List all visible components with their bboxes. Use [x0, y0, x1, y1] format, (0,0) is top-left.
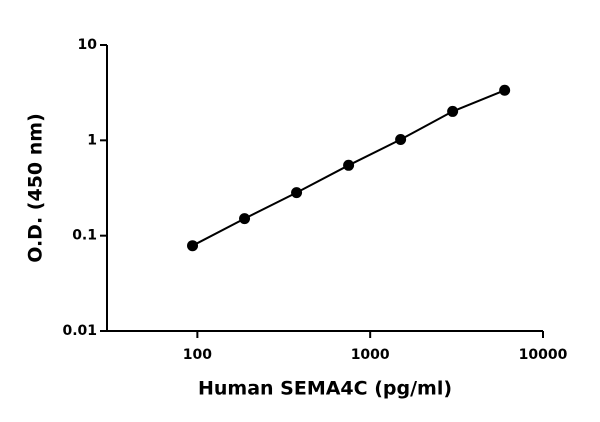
- y-tick-label: 0.1: [72, 228, 97, 244]
- y-tick-label: 1: [87, 132, 97, 148]
- y-axis-title: O.D. (450 nm): [25, 113, 47, 263]
- x-tick-label: 100: [183, 347, 212, 363]
- data-point: [395, 134, 407, 146]
- data-point: [499, 84, 511, 96]
- data-point: [343, 159, 355, 171]
- data-point: [291, 187, 303, 199]
- x-axis-title: Human SEMA4C (pg/ml): [198, 378, 452, 400]
- y-tick-label: 10: [78, 37, 98, 53]
- x-tick-label: 1000: [351, 347, 390, 363]
- data-point: [187, 240, 199, 252]
- data-point: [447, 105, 459, 117]
- x-tick-label: 10000: [519, 347, 568, 363]
- data-point: [239, 213, 251, 225]
- y-tick-label: 0.01: [62, 323, 97, 339]
